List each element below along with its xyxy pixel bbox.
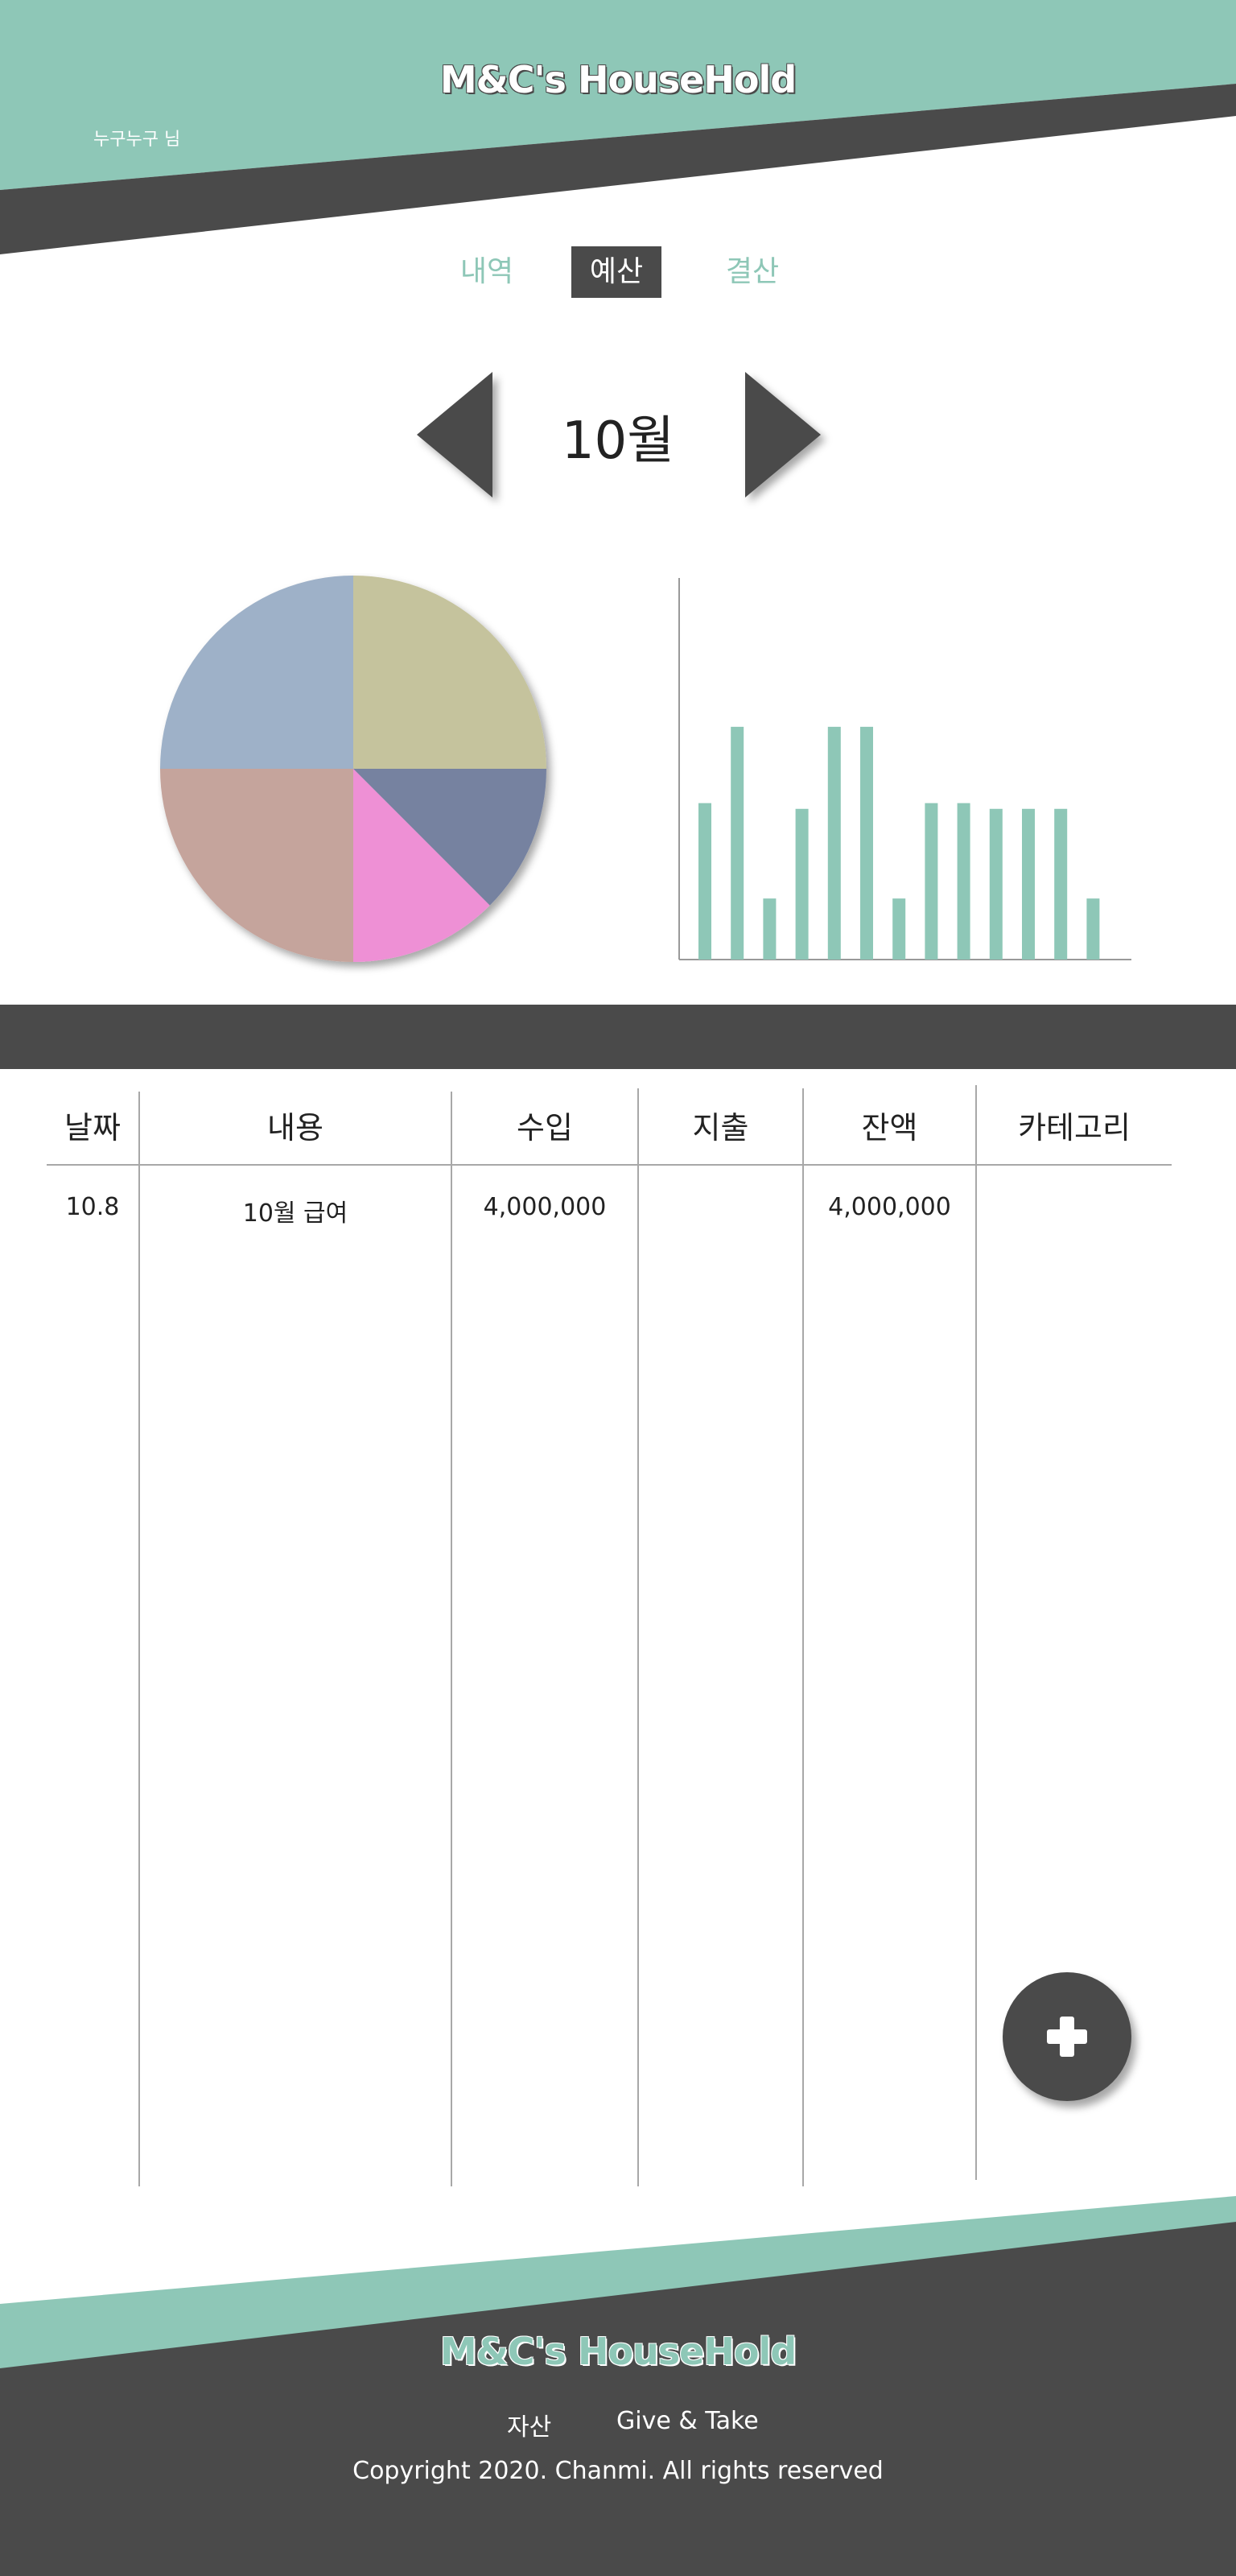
column-header-category: 카테고리: [977, 1103, 1172, 1147]
pie-chart: [158, 573, 576, 976]
footer-background: [0, 2190, 1236, 2576]
column-divider: [138, 1092, 140, 2186]
pie-slice: [353, 576, 546, 769]
footer-link-give-take[interactable]: Give & Take: [616, 2407, 759, 2435]
tab-history[interactable]: 내역: [451, 246, 523, 298]
bar: [1086, 898, 1099, 960]
section-divider-band: [0, 1005, 1236, 1069]
tab-budget[interactable]: 예산: [571, 246, 661, 298]
cell-balance: 4,000,000: [804, 1193, 975, 1221]
bar: [1022, 809, 1035, 960]
table-header-rule: [47, 1164, 1172, 1166]
column-divider: [451, 1092, 452, 2186]
copyright-text: Copyright 2020. Chanmi. All rights reser…: [0, 2457, 1236, 2485]
bar: [763, 898, 776, 960]
column-header-content: 내용: [140, 1103, 451, 1147]
footer-link-assets[interactable]: 자산: [507, 2407, 551, 2442]
column-header-income: 수입: [452, 1103, 637, 1147]
bar: [1054, 809, 1067, 960]
header-background: [0, 0, 1236, 258]
month-label: 10월: [531, 399, 705, 473]
cell-date: 10.8: [47, 1193, 138, 1221]
column-header-balance: 잔액: [804, 1103, 975, 1147]
app-title[interactable]: M&C's HouseHold: [0, 58, 1236, 101]
prev-month-icon[interactable]: [417, 372, 492, 497]
bar: [958, 803, 970, 960]
bar: [796, 809, 809, 960]
user-name: 누구누구 님: [93, 125, 180, 151]
bar-chart: [668, 573, 1135, 976]
column-header-date: 날짜: [47, 1103, 138, 1147]
bar: [925, 803, 937, 960]
cell-income: 4,000,000: [452, 1193, 637, 1221]
column-header-expense: 지출: [639, 1103, 802, 1147]
footer-title[interactable]: M&C's HouseHold: [0, 2330, 1236, 2373]
bar: [892, 898, 905, 960]
bar: [828, 727, 841, 960]
next-month-icon[interactable]: [745, 372, 821, 497]
tab-settlement[interactable]: 결산: [716, 246, 789, 298]
pie-slice: [160, 576, 353, 769]
column-divider: [802, 1088, 804, 2186]
add-entry-button[interactable]: [1003, 1972, 1131, 2101]
cell-content: 10월 급여: [140, 1193, 451, 1228]
column-divider: [975, 1085, 977, 2180]
pie-slice: [160, 769, 353, 962]
bar: [731, 727, 744, 960]
bar: [698, 803, 711, 960]
bar: [860, 727, 873, 960]
column-divider: [637, 1088, 639, 2186]
bar: [990, 809, 1003, 960]
